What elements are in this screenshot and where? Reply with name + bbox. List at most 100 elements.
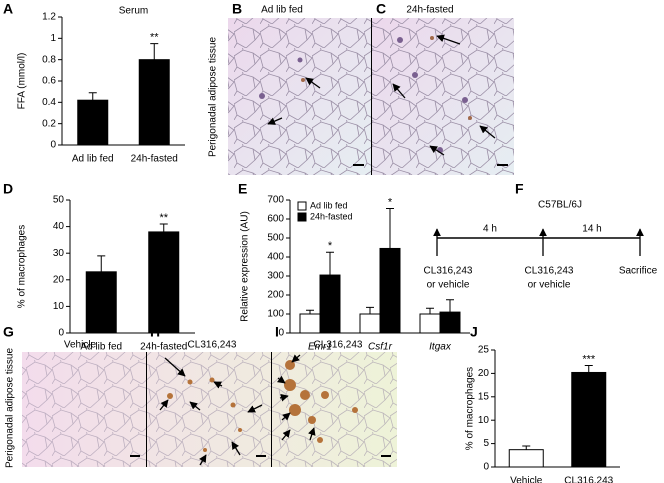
error-bar (584, 364, 593, 373)
y-tick-label: 1.2 (42, 12, 56, 23)
x-tick-label: Vehicle (510, 476, 543, 483)
error-bar (306, 309, 314, 314)
y-tick-label: 0 (278, 328, 284, 339)
y-tick-label: 10 (53, 301, 65, 312)
timeline-event: CL316,243 (525, 266, 574, 277)
image-caption: Ad lib fed (261, 5, 303, 16)
error-bar (426, 307, 434, 314)
panel-letter: D (3, 181, 13, 197)
side-label: Perigonadal adipose tissue (208, 37, 219, 158)
image-caption: CL316,243 (188, 340, 237, 351)
x-tick-label: Itgax (429, 342, 452, 353)
error-bar (446, 299, 454, 313)
timeline-strain: C57BL/6J (538, 200, 582, 211)
y-tick-label: 20 (53, 274, 65, 285)
micrograph (22, 352, 397, 467)
y-tick-label: 600 (267, 214, 284, 225)
image-caption: Vehicle (64, 340, 97, 351)
panel-letter: F (515, 181, 524, 197)
bar (299, 313, 321, 334)
bar (138, 59, 170, 146)
bar (148, 231, 180, 334)
y-tick-label: 100 (267, 309, 284, 320)
legend-swatch (297, 201, 307, 211)
chart-title: Serum (119, 6, 148, 17)
x-tick-label: 24h-fasted (131, 154, 178, 165)
y-tick-label: 0.8 (42, 54, 56, 65)
y-tick-label: 1 (50, 33, 56, 44)
bar (379, 247, 401, 334)
y-tick-label: 10 (478, 415, 490, 426)
y-tick-label: 20 (478, 368, 490, 379)
error-bar (386, 208, 394, 249)
error-bar (88, 92, 97, 101)
y-tick-label: 30 (53, 248, 65, 259)
image-caption: CL316,243 (314, 340, 363, 351)
significance: * (328, 240, 333, 252)
error-bar (150, 43, 159, 60)
legend-label: Ad lib fed (310, 200, 348, 210)
bar (359, 313, 381, 334)
y-tick-label: 40 (53, 221, 65, 232)
y-tick-label: 0 (483, 462, 489, 473)
y-tick-label: 50 (53, 195, 65, 206)
panel-letter: G (3, 324, 14, 340)
bar (85, 271, 117, 334)
bar (419, 313, 441, 334)
y-tick-label: 300 (267, 271, 284, 282)
y-tick-label: 0 (50, 140, 56, 151)
legend-swatch (297, 212, 307, 222)
y-tick-label: 15 (478, 391, 490, 402)
bar (77, 99, 109, 146)
error-bar (97, 255, 106, 272)
y-axis-label: % of macrophages (17, 225, 28, 308)
timeline-interval: 4 h (483, 224, 497, 235)
significance: ** (150, 32, 159, 44)
bar (571, 371, 607, 468)
side-label: Perigonadal adipose tissue (5, 348, 16, 469)
timeline (433, 228, 644, 256)
significance: *** (582, 353, 596, 365)
panel-letter: J (470, 324, 478, 340)
significance: * (388, 196, 393, 208)
error-bar (522, 445, 531, 450)
significance: ** (159, 212, 168, 224)
panel-letter: B (232, 1, 242, 17)
panel-letter: A (3, 1, 13, 17)
y-tick-label: 0.6 (42, 76, 56, 87)
image-caption: 24h-fasted (406, 5, 453, 16)
error-bar (159, 223, 168, 232)
error-bar (326, 251, 334, 276)
timeline-interval: 14 h (582, 224, 601, 235)
y-axis-label: Relative expression (AU) (240, 211, 251, 322)
timeline-event: or vehicle (427, 280, 470, 291)
y-tick-label: 0.2 (42, 118, 56, 129)
y-tick-label: 400 (267, 252, 284, 263)
legend-label: 24h-fasted (310, 211, 353, 221)
y-tick-label: 5 (483, 438, 489, 449)
x-tick-label: Ad lib fed (80, 342, 122, 353)
y-tick-label: 200 (267, 290, 284, 301)
bar (508, 449, 544, 468)
x-tick-label: Csf1r (368, 342, 393, 353)
y-tick-label: 500 (267, 233, 284, 244)
y-tick-label: 0.4 (42, 97, 56, 108)
timeline-event: CL316,243 (424, 266, 473, 277)
bar (439, 311, 461, 334)
y-axis-label: FFA (mmol/l) (17, 53, 28, 110)
timeline-event: or vehicle (528, 280, 571, 291)
x-tick-label: 24h-fasted (140, 342, 187, 353)
y-tick-label: 25 (478, 345, 490, 356)
micrograph (228, 18, 514, 175)
error-bar (366, 306, 374, 314)
x-tick-label: CL316,243 (564, 476, 613, 483)
y-tick-label: 700 (267, 195, 284, 206)
y-tick-label: 0 (58, 328, 64, 339)
panel-letter: C (376, 1, 386, 17)
timeline-event: Sacrifice (619, 266, 658, 277)
y-axis-label: % of macrophages (465, 367, 476, 450)
panel-letter: I (275, 324, 279, 340)
bar (319, 274, 341, 334)
x-tick-label: Ad lib fed (72, 154, 114, 165)
